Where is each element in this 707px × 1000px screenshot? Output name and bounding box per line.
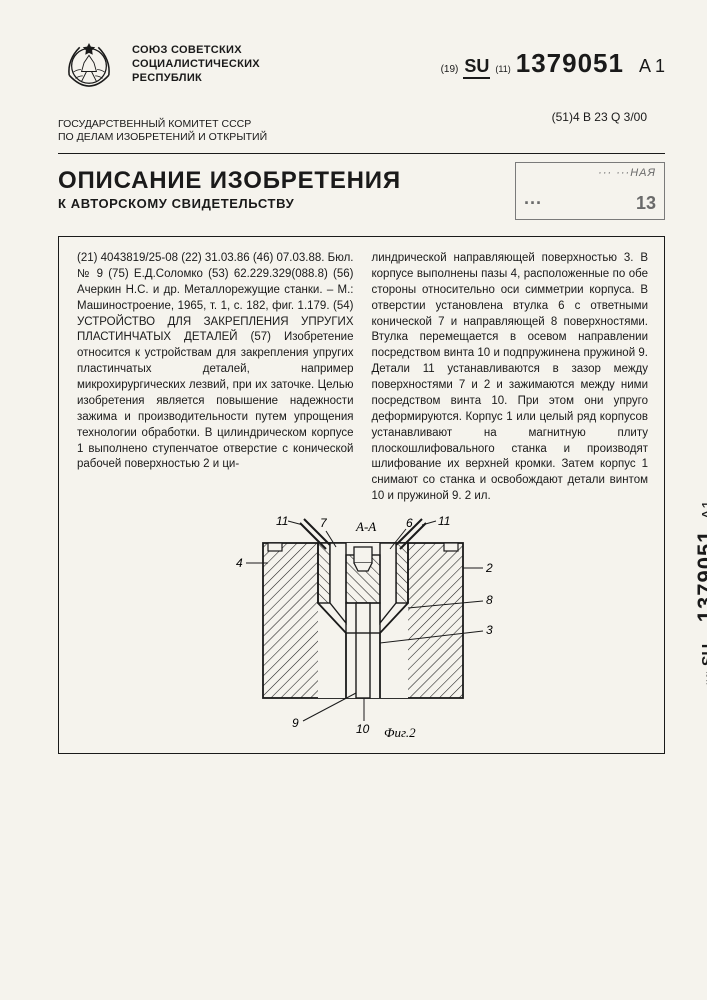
publication-number: (19) SU (11) 1379051 A 1 — [441, 48, 665, 79]
svg-text:11: 11 — [276, 514, 288, 528]
issuer-line: СОЮЗ СОВЕТСКИХ — [132, 44, 260, 58]
code-19: (19) — [441, 64, 459, 75]
svg-text:9: 9 — [292, 716, 299, 730]
document-subtitle: К АВТОРСКОМУ СВИДЕТЕЛЬСТВУ — [58, 196, 401, 211]
document-title: ОПИСАНИЕ ИЗОБРЕТЕНИЯ — [58, 168, 401, 193]
svg-text:10: 10 — [356, 722, 370, 736]
abstract-text: линдрической направляющей поверхностью 3… — [372, 251, 649, 505]
kind-code: A1 — [700, 500, 707, 526]
abstract-column-right: линдрической направляющей поверхностью 3… — [372, 251, 649, 505]
side-publication-number: (19) SU (11) 1379051 A1 — [693, 500, 707, 686]
svg-text:2: 2 — [485, 561, 493, 575]
issuer-line: РЕСПУБЛИК — [132, 72, 260, 86]
code-11: (11) — [495, 64, 510, 74]
title-block: ОПИСАНИЕ ИЗОБРЕТЕНИЯ К АВТОРСКОМУ СВИДЕТ… — [58, 168, 401, 211]
committee-line: ПО ДЕЛАМ ИЗОБРЕТЕНИЙ И ОТКРЫТИЙ — [58, 131, 665, 144]
svg-text:3: 3 — [486, 623, 493, 637]
divider — [58, 153, 665, 154]
abstract-column-left: (21) 4043819/25-08 (22) 31.03.86 (46) 07… — [77, 251, 354, 505]
svg-text:А-А: А-А — [355, 519, 376, 534]
svg-text:7: 7 — [320, 516, 328, 530]
abstract-frame: (21) 4043819/25-08 (22) 31.03.86 (46) 07… — [58, 236, 665, 754]
state-emblem — [58, 38, 120, 100]
doc-number: 1379051 — [516, 48, 624, 79]
country-code: SU — [463, 56, 490, 79]
country-code: SU — [700, 644, 707, 666]
library-stamp: ··· ···НАЯ ··· 13 — [515, 162, 665, 220]
ipc-classification: (51)4 B 23 Q 3/00 — [552, 110, 647, 124]
svg-text:6: 6 — [406, 516, 413, 530]
stamp-left: ··· — [524, 193, 542, 214]
svg-text:8: 8 — [486, 593, 493, 607]
abstract-text: (21) 4043819/25-08 (22) 31.03.86 (46) 07… — [77, 251, 354, 473]
doc-number: 1379051 — [693, 530, 707, 623]
stamp-right: 13 — [636, 193, 656, 214]
issuer-line: СОЦИАЛИСТИЧЕСКИХ — [132, 58, 260, 72]
svg-text:11: 11 — [438, 514, 450, 528]
stamp-text-top: ··· ···НАЯ — [598, 167, 656, 179]
svg-text:4: 4 — [236, 556, 243, 570]
kind-code: A 1 — [629, 56, 665, 77]
svg-text:Фиг.2: Фиг.2 — [384, 725, 416, 740]
issuer-name: СОЮЗ СОВЕТСКИХ СОЦИАЛИСТИЧЕСКИХ РЕСПУБЛИ… — [132, 38, 260, 85]
figure-2: А-А — [77, 513, 648, 743]
